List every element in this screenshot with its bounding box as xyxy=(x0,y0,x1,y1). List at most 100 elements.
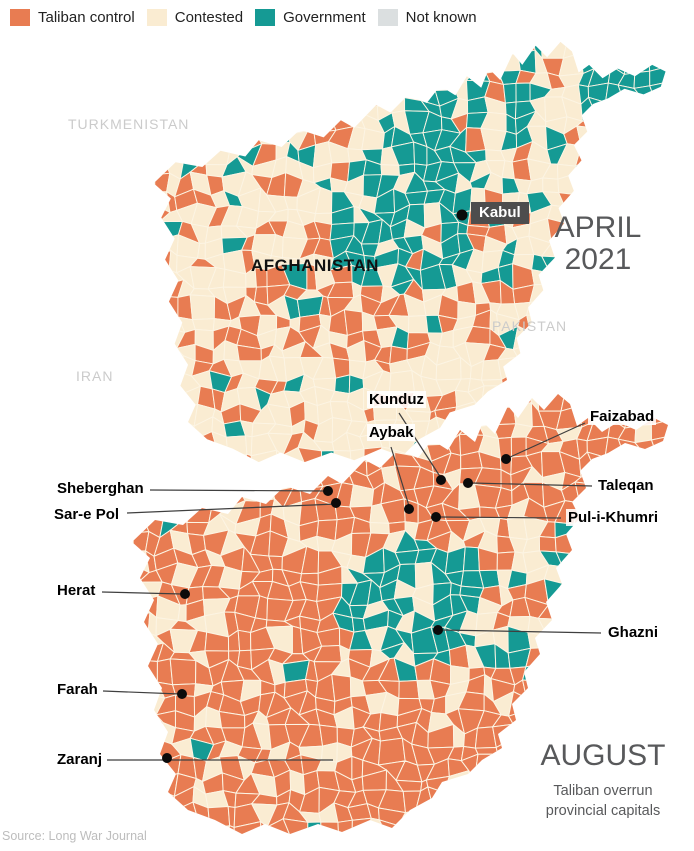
city-dot-sheberghan xyxy=(323,486,333,496)
city-dot-faizabad xyxy=(501,454,511,464)
district-cell xyxy=(227,453,248,463)
district-cell xyxy=(241,453,253,463)
district-cell xyxy=(474,746,499,755)
city-dot-herat xyxy=(180,589,190,599)
district-cell xyxy=(526,314,548,335)
callout-line-herat xyxy=(101,591,183,595)
city-dot-zaranj xyxy=(162,753,172,763)
district-cell xyxy=(427,786,453,809)
legend-swatch-taliban xyxy=(10,9,30,26)
district-cell xyxy=(413,141,428,166)
district-cell xyxy=(351,755,364,781)
district-cell xyxy=(207,805,231,830)
callout-line-aybak xyxy=(390,446,410,507)
district-cell xyxy=(307,821,322,834)
district-cell xyxy=(512,325,538,351)
district-cell xyxy=(492,723,514,749)
district-cell xyxy=(542,177,560,194)
district-cell xyxy=(634,52,651,74)
district-cell xyxy=(647,50,666,72)
callout-line-sar-e-pol xyxy=(126,503,337,514)
district-cell xyxy=(334,374,351,395)
district-cell xyxy=(495,53,521,72)
district-cell xyxy=(557,192,581,209)
district-cell xyxy=(398,679,420,700)
district-cell xyxy=(473,753,502,782)
district-cell xyxy=(153,157,171,176)
callout-line-farah xyxy=(102,690,181,695)
district-cell xyxy=(526,299,546,318)
district-cell xyxy=(515,82,531,103)
district-cell xyxy=(468,770,479,795)
city-dot-sar-e-pol xyxy=(331,498,341,508)
district-cell xyxy=(502,82,517,104)
legend-swatch-government xyxy=(255,9,276,26)
callout-line-kunduz xyxy=(398,412,442,479)
district-cell xyxy=(378,819,403,834)
legend-item-not_known: Not known xyxy=(377,9,477,26)
legend-item-contested: Contested xyxy=(146,9,243,26)
district-cell xyxy=(225,435,248,458)
district-cell xyxy=(510,436,527,458)
legend-swatch-contested xyxy=(146,9,167,26)
district-cell xyxy=(624,411,644,429)
district-cell xyxy=(587,96,613,121)
district-cell xyxy=(560,394,580,412)
callout-line-faizabad xyxy=(507,422,586,459)
district-cell xyxy=(435,416,460,439)
district-cell xyxy=(474,401,485,424)
district-cell xyxy=(320,450,335,463)
district-cell xyxy=(297,446,323,463)
district-cell xyxy=(237,629,252,652)
legend: Taliban control Contested Government Not kn… xyxy=(10,9,477,26)
district-cell xyxy=(489,406,517,426)
callout-line-sheberghan xyxy=(149,489,329,492)
district-cell xyxy=(576,125,599,147)
map-annotations xyxy=(101,209,602,763)
city-dot-farah xyxy=(177,689,187,699)
district-cell xyxy=(521,679,544,701)
city-dot-pul-i-khumri xyxy=(431,512,441,522)
district-cell xyxy=(153,249,172,271)
district-cell xyxy=(555,551,580,569)
district-cell xyxy=(649,81,666,105)
district-cell xyxy=(512,401,533,428)
district-cell xyxy=(159,295,179,318)
legend-item-government: Government xyxy=(255,9,366,26)
district-cell xyxy=(650,435,668,460)
district-cell xyxy=(369,521,390,535)
district-cell xyxy=(351,817,372,834)
district-cell xyxy=(562,41,581,59)
district-cell xyxy=(508,690,534,717)
district-cell xyxy=(169,658,197,686)
district-cell xyxy=(537,617,567,637)
district-cell xyxy=(361,128,385,151)
district-cell xyxy=(254,267,268,288)
district-cell xyxy=(521,663,543,683)
district-cell xyxy=(139,722,164,749)
district-cell xyxy=(540,255,569,274)
map-april xyxy=(153,41,666,463)
district-cell xyxy=(543,578,564,607)
district-cell xyxy=(349,484,375,508)
callout-line-taleqan xyxy=(471,482,593,487)
district-cell xyxy=(408,315,429,334)
city-dot-aybak xyxy=(404,504,414,514)
kabul-dot xyxy=(456,209,468,221)
district-cell xyxy=(517,49,537,74)
district-cell xyxy=(132,611,151,634)
city-dot-kunduz xyxy=(436,475,446,485)
legend-swatch-not_known xyxy=(377,9,398,26)
legend-label-government: Government xyxy=(283,9,366,26)
district-cell xyxy=(623,58,642,75)
callout-line-ghazni xyxy=(441,629,602,634)
legend-item-taliban: Taliban control xyxy=(10,9,135,26)
district-cell xyxy=(376,84,401,108)
district-cell xyxy=(531,269,554,286)
district-cell xyxy=(320,821,340,834)
district-cell xyxy=(160,355,185,381)
district-cell xyxy=(366,81,381,108)
legend-label-not_known: Not known xyxy=(405,9,477,26)
map-august xyxy=(132,394,668,834)
